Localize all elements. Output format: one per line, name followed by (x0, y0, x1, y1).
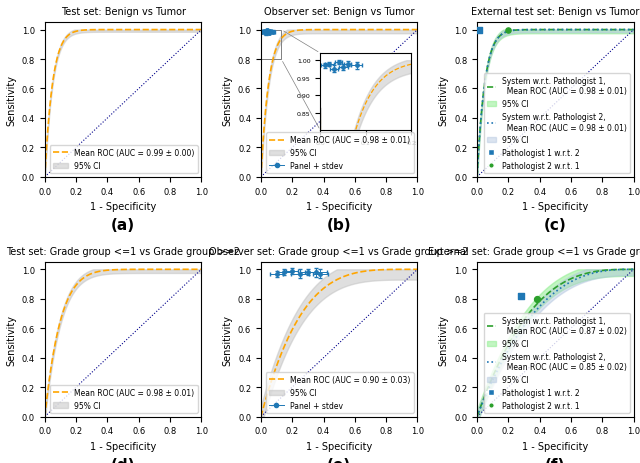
X-axis label: 1 - Specificity: 1 - Specificity (306, 202, 372, 212)
Point (503, 27, 513, 35)
Text: (d): (d) (111, 457, 135, 463)
Text: (e): (e) (327, 457, 351, 463)
Y-axis label: Sensitivity: Sensitivity (438, 314, 449, 365)
Legend: Mean ROC (AUC = 0.98 ± 0.01), 95% CI: Mean ROC (AUC = 0.98 ± 0.01), 95% CI (50, 385, 198, 413)
Title: Test set: Benign vs Tumor: Test set: Benign vs Tumor (61, 7, 186, 17)
X-axis label: 1 - Specificity: 1 - Specificity (90, 202, 156, 212)
Point (516, 293, 526, 300)
X-axis label: 1 - Specificity: 1 - Specificity (522, 441, 588, 451)
Legend: Mean ROC (AUC = 0.90 ± 0.03), 95% CI, Panel + stdev: Mean ROC (AUC = 0.90 ± 0.03), 95% CI, Pa… (266, 372, 413, 413)
Title: Observer set: Grade group <=1 vs Grade group >=2: Observer set: Grade group <=1 vs Grade g… (209, 246, 469, 256)
Point (474, 27, 484, 35)
Y-axis label: Sensitivity: Sensitivity (6, 314, 16, 365)
X-axis label: 1 - Specificity: 1 - Specificity (90, 441, 156, 451)
Y-axis label: Sensitivity: Sensitivity (6, 75, 16, 126)
Text: (b): (b) (327, 218, 351, 232)
Y-axis label: Sensitivity: Sensitivity (222, 75, 232, 126)
Text: (f): (f) (545, 457, 566, 463)
Legend: Mean ROC (AUC = 0.99 ± 0.00), 95% CI: Mean ROC (AUC = 0.99 ± 0.00), 95% CI (50, 146, 198, 174)
Text: (c): (c) (544, 218, 566, 232)
Title: Observer set: Benign vs Tumor: Observer set: Benign vs Tumor (264, 7, 415, 17)
Legend: System w.r.t. Pathologist 1,
  Mean ROC (AUC = 0.87 ± 0.02), 95% CI, System w.r.: System w.r.t. Pathologist 1, Mean ROC (A… (483, 313, 630, 413)
Bar (261, 31, 281, 60)
X-axis label: 1 - Specificity: 1 - Specificity (306, 441, 372, 451)
X-axis label: 1 - Specificity: 1 - Specificity (522, 202, 588, 212)
Point (531, 295, 541, 303)
Legend: Mean ROC (AUC = 0.98 ± 0.01), 95% CI, Panel + stdev: Mean ROC (AUC = 0.98 ± 0.01), 95% CI, Pa… (266, 133, 413, 174)
Y-axis label: Sensitivity: Sensitivity (438, 75, 449, 126)
Y-axis label: Sensitivity: Sensitivity (222, 314, 232, 365)
Text: (a): (a) (111, 218, 135, 232)
Legend: System w.r.t. Pathologist 1,
  Mean ROC (AUC = 0.98 ± 0.01), 95% CI, System w.r.: System w.r.t. Pathologist 1, Mean ROC (A… (483, 74, 630, 174)
Title: Test set: Grade group <=1 vs Grade group >=2: Test set: Grade group <=1 vs Grade group… (6, 246, 240, 256)
Title: External test set: Benign vs Tumor: External test set: Benign vs Tumor (471, 7, 639, 17)
Title: External set: Grade group <=1 vs Grade group >=2: External set: Grade group <=1 vs Grade g… (428, 246, 640, 256)
